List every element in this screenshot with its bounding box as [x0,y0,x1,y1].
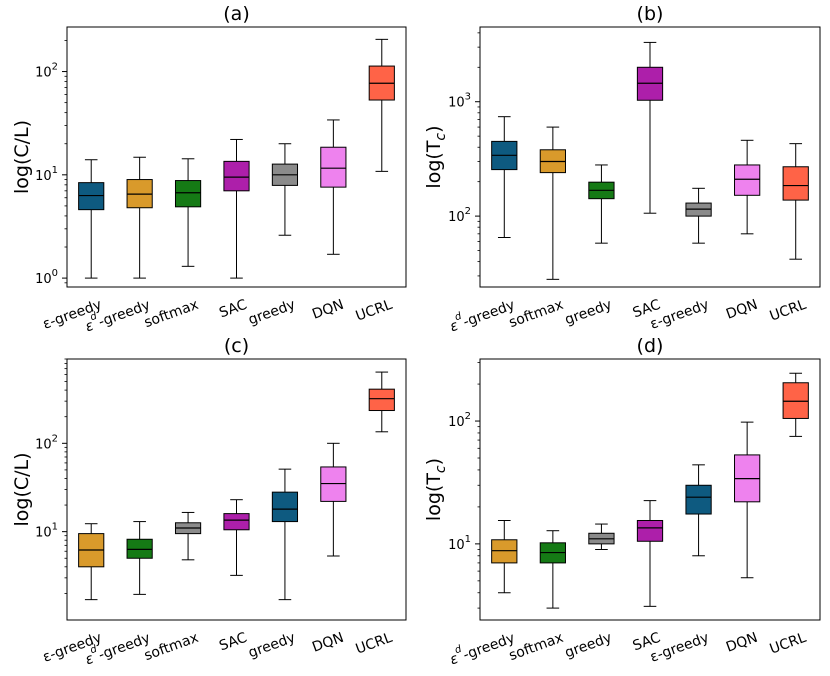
iqr-box [734,164,761,196]
box-a-5 [320,119,347,255]
y-axis-label: log(C/L) [11,452,33,526]
box-b-1 [539,126,566,280]
box-c-2 [174,511,202,561]
iqr-box [782,166,809,201]
box-c-4 [271,468,299,601]
x-tick-label: greedy [246,297,297,329]
box-d-6 [782,372,809,437]
x-tick-label: greedy [563,630,614,662]
y-axis-label: log(Tc) [423,458,449,521]
x-tick-label: DQN [724,297,760,323]
panel-title: (a) [223,3,249,25]
iqr-box [223,513,250,531]
box-d-4 [685,464,712,557]
axes-frame [479,26,821,288]
box-b-5 [734,139,761,235]
x-tick-label: softmax [507,630,566,664]
iqr-box [782,382,809,419]
iqr-box [78,182,105,211]
x-tick-label: softmax [507,297,566,331]
x-tick-label: εd-greedy [446,293,517,335]
box-d-2 [588,523,615,550]
iqr-box [636,519,664,542]
box-b-2 [588,164,615,244]
y-tick-label: 101 [35,165,58,184]
box-a-3 [223,138,250,279]
y-tick-label: 100 [35,268,58,287]
box-d-3 [636,500,664,607]
box-c-5 [320,442,347,557]
axes-frame [66,26,407,288]
x-tick-label: greedy [563,297,614,329]
box-a-0 [78,159,105,279]
box-c-1 [126,521,153,595]
box-c-3 [223,499,250,576]
x-tick-label: DQN [310,297,346,323]
y-axis-label: log(C/L) [11,120,33,194]
box-b-6 [782,143,809,260]
iqr-box [174,180,202,208]
x-tick-label: DQN [310,630,346,656]
x-tick-label: DQN [724,630,760,656]
box-a-6 [368,38,395,172]
y-tick-label: 102 [35,62,58,81]
iqr-box [491,539,518,564]
box-d-5 [734,421,761,579]
iqr-box [223,160,250,192]
x-tick-label: UCRL [768,630,809,658]
box-a-1 [126,156,153,279]
iqr-box [685,484,712,515]
panel-title: (d) [637,335,664,357]
box-b-3 [636,41,664,214]
x-tick-label: UCRL [768,297,809,325]
axes-frame [66,358,407,621]
box-b-0 [491,116,518,239]
x-tick-label: UCRL [354,297,395,325]
x-tick-label: softmax [142,297,201,331]
box-a-2 [174,158,202,267]
box-c-6 [368,371,395,433]
box-d-0 [491,519,518,594]
y-tick-label: 101 [448,534,471,553]
iqr-box [320,146,347,188]
box-d-1 [539,530,566,609]
box-a-4 [271,143,299,236]
x-tick-label: εd-greedy [446,626,517,668]
y-tick-label: 101 [35,522,58,541]
iqr-box [368,388,395,412]
y-tick-label: 102 [35,433,58,452]
panel-title: (c) [224,335,249,357]
y-axis-label: log(Tc) [423,125,449,188]
y-tick-label: 102 [448,411,471,430]
axes-frame [479,358,821,621]
x-tick-label: SAC [217,297,249,322]
iqr-box [126,538,153,559]
x-tick-label: softmax [142,630,201,664]
box-c-0 [78,523,105,601]
y-tick-label: 103 [448,92,471,111]
x-tick-label: SAC [217,630,249,655]
x-tick-label: UCRL [354,630,395,658]
y-tick-label: 102 [448,206,471,225]
box-b-4 [685,187,712,244]
panel-title: (b) [637,3,664,25]
x-tick-label: greedy [246,630,297,662]
iqr-box [271,491,299,523]
